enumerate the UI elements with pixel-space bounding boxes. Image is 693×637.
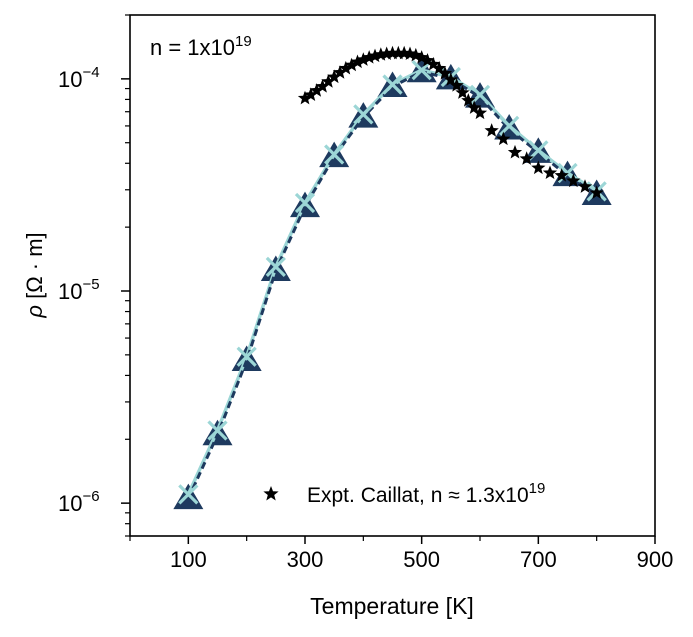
y-tick-label: 10−4: [58, 64, 100, 92]
x-tick-label: 500: [403, 547, 440, 572]
star-marker: [589, 185, 604, 199]
legend-label: Expt. Caillat, n ≈ 1.3x1019: [307, 480, 545, 507]
star-marker: [391, 45, 406, 60]
star-marker: [420, 53, 435, 67]
star-marker: [315, 79, 330, 93]
star-marker: [496, 131, 511, 146]
star-marker: [414, 50, 429, 64]
star-marker: [373, 47, 388, 61]
x-tick-label: 700: [520, 547, 557, 572]
star-marker: [263, 486, 279, 501]
star-marker: [338, 60, 353, 75]
x-axis-label: Temperature [K]: [310, 593, 474, 619]
star-marker: [472, 105, 488, 120]
star-marker: [437, 65, 453, 80]
star-marker: [344, 57, 359, 72]
x-marker: [499, 115, 520, 137]
star-marker: [385, 45, 400, 60]
y-axis-label: ρ [Ω · m]: [22, 232, 47, 318]
star-marker: [484, 123, 499, 137]
star-marker: [531, 160, 546, 175]
star-marker: [350, 54, 365, 69]
plot-frame: [129, 14, 656, 537]
star-marker: [554, 168, 569, 182]
star-marker: [507, 144, 523, 159]
x-marker: [382, 74, 403, 95]
annotation-label: n = 1x1019: [150, 33, 252, 60]
star-marker: [332, 65, 348, 79]
legend: Expt. Caillat, n ≈ 1.3x1019: [263, 480, 545, 507]
star-marker: [309, 83, 324, 97]
x-marker: [265, 256, 286, 277]
star-marker: [449, 78, 464, 92]
y-tick-label: 10−6: [58, 488, 100, 516]
star-marker: [542, 165, 558, 180]
star-marker: [467, 100, 482, 114]
x-tick-label: 300: [287, 547, 324, 572]
star-marker: [455, 85, 470, 99]
x-marker: [236, 346, 257, 367]
series-layer: [173, 45, 612, 510]
x-marker: [353, 104, 374, 125]
axes-layer: 100 300 500 700 900 10−6 10−5 10−4: [58, 14, 674, 572]
x-marker: [178, 484, 199, 505]
star-marker: [362, 50, 377, 64]
star-marker: [432, 60, 447, 75]
x-marker: [294, 192, 316, 214]
star-marker: [461, 93, 476, 107]
star-marker: [297, 90, 313, 105]
x-marker: [207, 420, 228, 441]
star-marker: [303, 87, 318, 101]
x-tick-label: 900: [637, 547, 674, 572]
star-marker: [367, 48, 383, 63]
star-marker: [577, 179, 593, 193]
star-marker: [408, 47, 423, 62]
star-marker: [327, 69, 342, 84]
x-marker: [324, 144, 345, 165]
y-tick-label: 10−5: [58, 276, 100, 304]
x-marker: [411, 59, 432, 81]
legend-marker-star: [263, 486, 279, 501]
x-tick-label: 100: [170, 547, 207, 572]
star-marker: [566, 173, 581, 188]
star-marker: [426, 56, 441, 71]
star-marker: [356, 52, 371, 66]
star-marker: [379, 46, 394, 61]
star-marker: [321, 74, 336, 88]
star-marker: [443, 72, 458, 86]
star-marker: [519, 151, 534, 165]
